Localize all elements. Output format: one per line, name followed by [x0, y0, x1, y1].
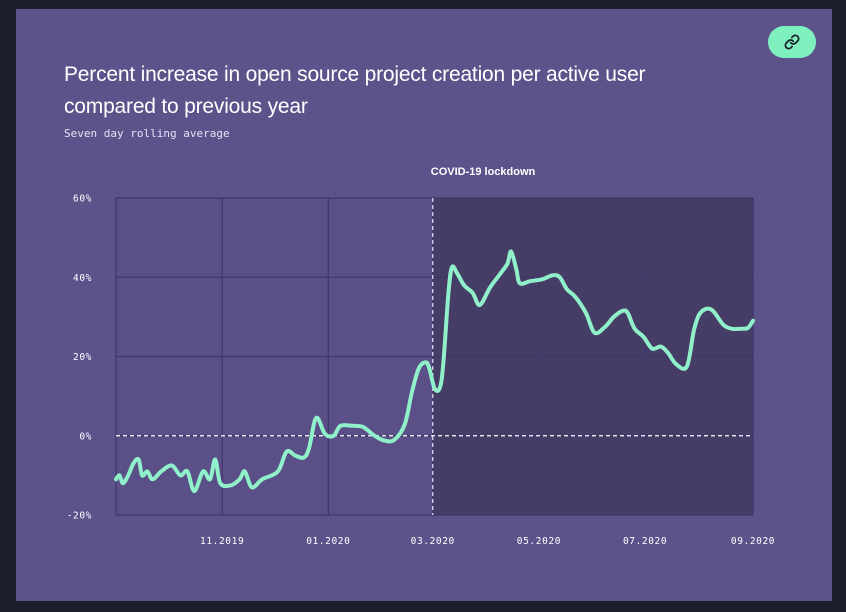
lockdown-annotation-label: COVID-19 lockdown: [431, 166, 536, 178]
chart-title: Percent increase in open source project …: [64, 63, 646, 118]
chart-card: Percent increase in open source project …: [16, 9, 832, 601]
x-tick-label: 07.2020: [623, 536, 667, 547]
y-tick-label: 20%: [73, 352, 92, 363]
x-tick-label: 11.2019: [200, 536, 244, 547]
link-icon: [784, 34, 800, 50]
chart-subtitle: Seven day rolling average: [64, 127, 230, 140]
x-tick-label: 01.2020: [306, 536, 350, 547]
x-tick-label: 05.2020: [517, 536, 561, 547]
y-tick-label: 0%: [79, 431, 92, 442]
copy-link-button[interactable]: [768, 26, 816, 58]
x-tick-label: 03.2020: [411, 536, 455, 547]
x-tick-label: 09.2020: [731, 536, 775, 547]
series-line: [114, 249, 755, 494]
y-tick-label: -20%: [67, 511, 92, 522]
y-tick-label: 60%: [73, 194, 92, 205]
y-tick-label: 40%: [73, 273, 92, 284]
line-chart: COVID-19 lockdown 60% 40% 20% 0% -20% 11.201…: [67, 166, 775, 547]
